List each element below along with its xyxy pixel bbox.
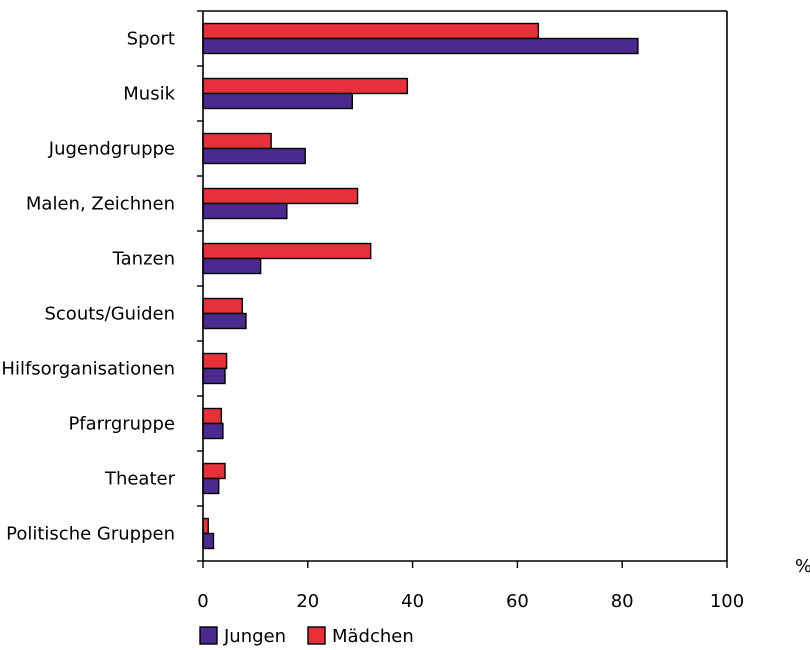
bar-mädchen-theater [202,462,226,480]
x-unit-label: % [795,556,810,577]
x-tick-label: 80 [611,591,634,612]
legend-swatch-jungen [199,626,218,645]
category-label: Pfarrgruppe [68,414,175,435]
bar-jungen-theater [202,477,220,495]
category-label: Musik [123,84,175,105]
bar-mädchen-pfarrgruppe [202,407,223,425]
bar-mädchen-tanzen [202,242,372,260]
x-tick-label: 0 [197,591,208,612]
bar-jungen-tanzen [202,257,262,275]
legend-swatch-mädchen [307,626,326,645]
legend-label-jungen: Jungen [223,626,286,647]
bars-group [202,22,639,550]
bar-mädchen-scouts-guiden [202,297,243,315]
x-tick-label: 40 [401,591,424,612]
category-label: Malen, Zeichnen [26,194,175,215]
bar-jungen-hilfsorganisationen [202,367,226,385]
x-tick-label: 100 [710,591,744,612]
legend-label-mädchen: Mädchen [332,626,414,647]
x-tick-label: 20 [296,591,319,612]
y-ticks [197,10,203,562]
category-label: Scouts/Guiden [44,304,175,325]
bar-jungen-jugendgruppe [202,147,306,165]
category-label: Theater [104,469,176,490]
bar-mädchen-jugendgruppe [202,132,272,150]
bar-mädchen-musik [202,77,409,95]
legend: Jungen Mädchen [199,626,414,647]
category-labels: Sport Musik Jugendgruppe Malen, Zeichnen Tan… [1,29,175,545]
bar-jungen-pfarrgruppe [202,422,224,440]
category-label: Tanzen [112,249,175,270]
x-tick-label: 60 [506,591,529,612]
bar-jungen-politische-gruppen [202,532,215,550]
category-label: Jugendgruppe [48,139,175,160]
category-label: Sport [127,29,175,50]
bar-mädchen-malen-zeichnen [202,187,359,205]
bar-mädchen-sport [202,22,540,40]
bar-jungen-scouts-guiden [202,312,247,330]
bar-mädchen-hilfsorganisationen [202,352,228,370]
bar-jungen-musik [202,92,354,110]
category-label: Hilfsorganisationen [1,359,175,380]
x-ticks: 0 20 40 60 80 100 [197,561,744,612]
category-label: Politische Gruppen [6,524,175,545]
bar-jungen-sport [202,37,639,55]
bar-jungen-malen-zeichnen [202,202,288,220]
